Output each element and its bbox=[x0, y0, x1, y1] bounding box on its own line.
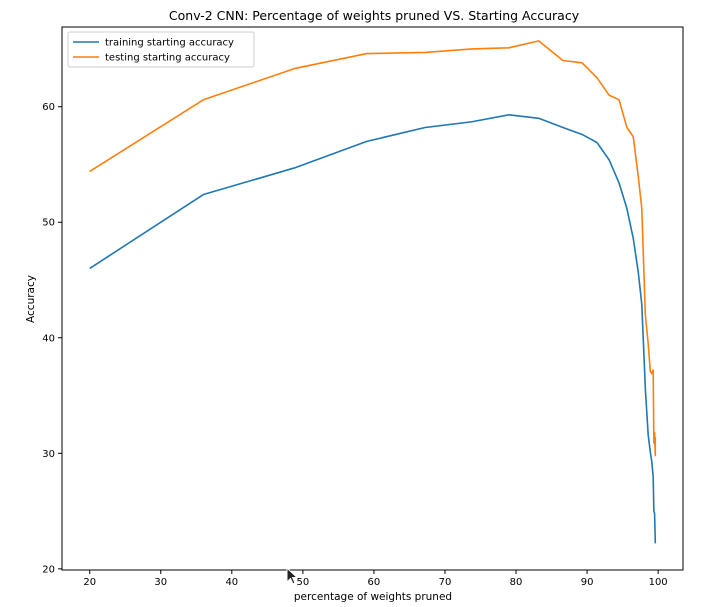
y-axis-label: Accuracy bbox=[25, 275, 37, 323]
x-tick-label: 90 bbox=[581, 577, 594, 588]
x-axis: 20 30 40 50 60 70 80 90 100 bbox=[83, 570, 668, 588]
x-tick-label: 60 bbox=[368, 577, 381, 588]
legend-label-training: training starting accuracy bbox=[105, 38, 234, 49]
legend: training starting accuracy testing start… bbox=[67, 31, 255, 68]
x-tick-label: 20 bbox=[83, 577, 96, 588]
x-tick-label: 50 bbox=[297, 577, 310, 588]
plot-area bbox=[61, 26, 684, 571]
y-tick-label: 30 bbox=[42, 449, 55, 460]
series-line-training bbox=[89, 114, 657, 544]
y-tick-label: 60 bbox=[42, 102, 55, 113]
x-tick-label: 100 bbox=[649, 577, 668, 588]
plot-frame bbox=[61, 26, 684, 571]
x-tick-label: 30 bbox=[154, 577, 167, 588]
x-axis-label: percentage of weights pruned bbox=[294, 591, 452, 603]
y-tick-label: 40 bbox=[42, 333, 55, 344]
mouse-pointer-icon bbox=[286, 567, 299, 585]
legend-box bbox=[67, 31, 255, 68]
y-tick-label: 50 bbox=[42, 218, 55, 229]
series-line-testing bbox=[89, 40, 657, 457]
x-tick-label: 70 bbox=[439, 577, 452, 588]
chart-title: Conv-2 CNN: Percentage of weights pruned… bbox=[169, 8, 580, 23]
x-tick-label: 40 bbox=[225, 577, 238, 588]
series-group bbox=[89, 40, 657, 544]
x-tick-label: 80 bbox=[510, 577, 523, 588]
y-axis: 20 30 40 50 60 bbox=[42, 102, 62, 575]
legend-label-testing: testing starting accuracy bbox=[105, 53, 230, 64]
y-tick-label: 20 bbox=[42, 564, 55, 575]
